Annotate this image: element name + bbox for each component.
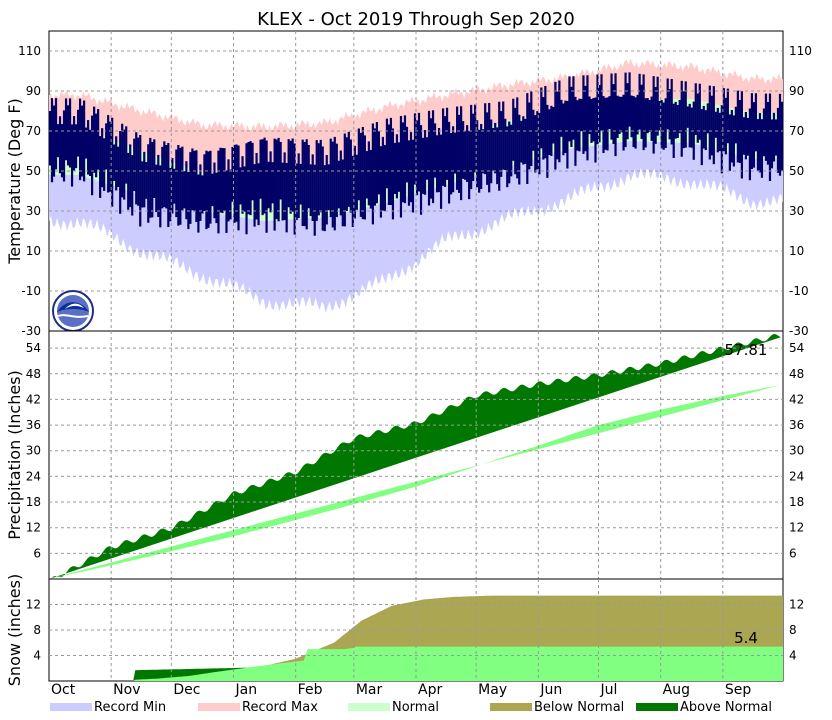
precip-tick-label: 12 bbox=[26, 521, 41, 535]
snow-tick-label-right: 4 bbox=[789, 649, 797, 663]
month-label: Feb bbox=[298, 682, 323, 698]
precip-tick-label-right: 12 bbox=[789, 521, 804, 535]
precip-tick-label: 24 bbox=[26, 469, 41, 483]
chart-title: KLEX - Oct 2019 Through Sep 2020 bbox=[257, 9, 575, 30]
noaa-logo-body bbox=[57, 295, 89, 327]
precip-tick-label: 30 bbox=[26, 444, 41, 458]
precip-tick-label-right: 6 bbox=[789, 546, 797, 560]
precip-tick-label-right: 42 bbox=[789, 392, 804, 406]
month-label: Dec bbox=[173, 682, 200, 698]
precip-tick-label: 48 bbox=[26, 367, 41, 381]
temp-tick-label-right: 110 bbox=[789, 44, 812, 58]
month-label: Nov bbox=[113, 682, 140, 698]
snow-panel: 4 8 12 4 8 12 Snow (inches) 5.4 bbox=[5, 574, 804, 686]
precip-tick-label-right: 18 bbox=[789, 495, 804, 509]
legend-label: Above Normal bbox=[680, 700, 772, 715]
temp-tick-label: 110 bbox=[18, 44, 41, 58]
temp-tick-label: 30 bbox=[26, 204, 41, 218]
snow-grid bbox=[49, 579, 783, 681]
month-label: Apr bbox=[418, 682, 442, 698]
precip-tick-label-right: 24 bbox=[789, 469, 804, 483]
temp-tick-label-right: 10 bbox=[789, 244, 804, 258]
legend-label: Normal bbox=[392, 700, 439, 715]
month-label: Sep bbox=[725, 682, 752, 698]
temperature-ylabel: Temperature (Deg F) bbox=[5, 98, 24, 265]
month-label: Aug bbox=[663, 682, 690, 698]
record-min-band bbox=[49, 141, 783, 314]
temp-tick-label-right: -30 bbox=[789, 324, 809, 338]
temp-tick-label: 10 bbox=[26, 244, 41, 258]
temp-tick-label: 90 bbox=[26, 84, 41, 98]
legend-swatch bbox=[198, 703, 240, 711]
precip-tick-label: 36 bbox=[26, 418, 41, 432]
legend-swatch bbox=[636, 703, 678, 711]
precip-tick-label-right: 54 bbox=[789, 341, 804, 355]
noaa-logo bbox=[52, 290, 94, 332]
precip-tick-label: 42 bbox=[26, 392, 41, 406]
month-label: Mar bbox=[356, 682, 383, 698]
temperature-ticks-right: -30 -10 10 30 50 70 90 110 bbox=[789, 44, 812, 338]
legend-label: Record Max bbox=[242, 700, 318, 715]
month-label: May bbox=[478, 682, 507, 698]
snow-tick-label: 12 bbox=[26, 598, 41, 612]
precipitation-panel: 6 12 18 24 30 36 42 48 54 6 12 18 24 30 36 42 48 54 Prec… bbox=[5, 330, 804, 580]
temp-tick-label: -10 bbox=[21, 284, 41, 298]
snow-tick-label-right: 12 bbox=[789, 598, 804, 612]
temp-tick-label-right: 50 bbox=[789, 164, 804, 178]
snow-ticks-right: 4 8 12 bbox=[789, 598, 804, 663]
snow-tick-label-right: 8 bbox=[789, 623, 797, 637]
temp-tick-label-right: 30 bbox=[789, 204, 804, 218]
x-axis: Oct Nov Dec Jan Feb Mar Apr May Jun Jul Aug Sep bbox=[51, 682, 751, 698]
temp-tick-label: -30 bbox=[21, 324, 41, 338]
precip-tick-label: 18 bbox=[26, 495, 41, 509]
precip-above-normal-area bbox=[49, 334, 781, 579]
legend-swatch bbox=[490, 703, 532, 711]
temp-tick-label-right: 70 bbox=[789, 124, 804, 138]
snow-tick-label: 4 bbox=[33, 649, 41, 663]
precip-tick-label-right: 36 bbox=[789, 418, 804, 432]
legend-label: Below Normal bbox=[534, 700, 624, 715]
legend: Record Min Record Max Normal Below Normal Ab… bbox=[50, 700, 772, 715]
actual-temperature-bars bbox=[48, 72, 784, 236]
noaa-logo-gull-wing bbox=[65, 303, 84, 309]
precip-tick-label-right: 30 bbox=[789, 444, 804, 458]
legend-swatch bbox=[50, 703, 92, 711]
temp-tick-label: 70 bbox=[26, 124, 41, 138]
temp-tick-label-right: 90 bbox=[789, 84, 804, 98]
precipitation-ylabel: Precipitation (Inches) bbox=[5, 370, 24, 540]
snow-ylabel: Snow (inches) bbox=[5, 574, 24, 686]
snow-ticks-left: 4 8 12 bbox=[26, 598, 41, 663]
precipitation-total-label: 57.81 bbox=[725, 341, 768, 359]
precipitation-ticks-right: 6 12 18 24 30 36 42 48 54 bbox=[789, 341, 804, 560]
precipitation-ticks-left: 6 12 18 24 30 36 42 48 54 bbox=[26, 341, 41, 560]
snow-total-label: 5.4 bbox=[734, 629, 758, 647]
precipitation-grid bbox=[49, 331, 783, 579]
snow-tick-label: 8 bbox=[33, 623, 41, 637]
month-label: Jul bbox=[599, 682, 617, 698]
legend-label: Record Min bbox=[94, 700, 166, 715]
precip-tick-label: 54 bbox=[26, 341, 41, 355]
precip-tick-label-right: 48 bbox=[789, 367, 804, 381]
noaa-logo-wave bbox=[57, 314, 89, 318]
month-label: Oct bbox=[51, 682, 76, 698]
noaa-logo-gull bbox=[57, 302, 89, 312]
temperature-ticks-left: -30 -10 10 30 50 70 90 110 bbox=[18, 44, 41, 338]
legend-swatch bbox=[348, 703, 390, 711]
month-label: Jan bbox=[235, 682, 258, 698]
temperature-grid bbox=[49, 31, 783, 331]
temp-tick-label: 50 bbox=[26, 164, 41, 178]
precip-tick-label: 6 bbox=[33, 546, 41, 560]
month-label: Jun bbox=[539, 682, 562, 698]
temp-tick-label-right: -10 bbox=[789, 284, 809, 298]
